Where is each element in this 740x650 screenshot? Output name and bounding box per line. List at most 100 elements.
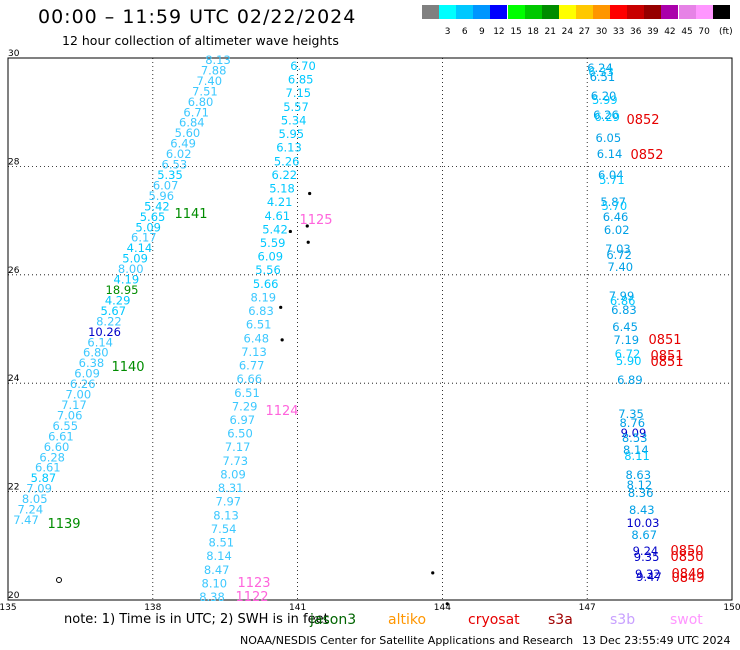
lon-tick-label: 144 — [434, 603, 451, 613]
swh-value-track-b: 8.47 — [204, 563, 230, 577]
swh-value-track-a: 7.40 — [196, 74, 222, 88]
swh-value-track-a: 8.22 — [96, 314, 122, 328]
swh-value-track-c: 6.02 — [604, 223, 630, 237]
time-label-track-c: 0849 — [671, 567, 704, 582]
swh-value-track-a: 7.51 — [192, 84, 218, 98]
scale-swatch — [439, 5, 457, 19]
scale-swatch — [610, 5, 628, 19]
swh-value-track-b: 4.61 — [265, 209, 291, 223]
swh-value-track-b: 7.17 — [225, 440, 251, 454]
scale-swatch — [456, 5, 474, 19]
swh-value-track-a: 18.95 — [106, 283, 139, 297]
lon-tick-label: 141 — [289, 603, 306, 613]
swh-value-track-c: 8.63 — [625, 468, 651, 482]
swh-value-track-c: 9.35 — [634, 550, 660, 564]
swh-value-track-b: 7.73 — [223, 454, 249, 468]
swh-value-track-c: 9.32 — [635, 567, 661, 581]
site-marker — [56, 577, 62, 583]
scale-label: 33 — [612, 27, 625, 37]
legend-item-s3a: s3a — [548, 612, 573, 628]
swh-value-track-b: 5.26 — [274, 154, 300, 168]
swh-value-track-c: 8.76 — [619, 416, 645, 430]
swh-value-track-a: 10.26 — [88, 325, 121, 339]
swh-value-track-c: 6.20 — [591, 89, 617, 103]
swh-value-track-c: 8.36 — [628, 486, 654, 500]
swh-value-track-c: 9.09 — [621, 426, 647, 440]
time-label-track-a: 1141 — [174, 207, 207, 222]
swh-value-track-c: 6.26 — [593, 108, 619, 122]
legend-item-altiko: altiko — [388, 612, 427, 628]
swh-value-track-b: 6.22 — [272, 168, 298, 182]
swh-value-track-c: 9.47 — [636, 570, 662, 584]
swh-value-track-a: 6.07 — [153, 178, 179, 192]
legend-item-jason3: jason3 — [310, 612, 357, 628]
swh-value-track-c: 8.67 — [631, 528, 657, 542]
swh-value-track-b: 4.21 — [267, 195, 293, 209]
scale-label: 70 — [698, 27, 710, 37]
swh-value-track-b: 8.13 — [213, 508, 239, 522]
swh-value-track-b: 6.51 — [246, 318, 272, 332]
swh-value-track-b: 5.34 — [281, 113, 307, 127]
time-label-track-c: 0852 — [630, 148, 663, 163]
scale-label: 24 — [561, 27, 574, 37]
swh-value-track-a: 6.80 — [188, 95, 214, 109]
swh-value-track-a: 6.71 — [183, 105, 209, 119]
scale-swatch — [422, 5, 440, 19]
timestamp-text: 13 Dec 23:55:49 UTC 2024 — [582, 634, 731, 647]
scale-label: 36 — [630, 27, 642, 37]
scale-swatch — [507, 5, 525, 19]
swh-value-track-b: 6.48 — [244, 331, 270, 345]
scale-label: 12 — [493, 27, 505, 37]
swh-value-track-c: 5.90 — [616, 354, 642, 368]
swh-value-track-a: 5.09 — [122, 252, 148, 266]
scale-swatch — [575, 5, 593, 19]
swh-value-track-a: 6.55 — [52, 419, 78, 433]
scale-swatch — [593, 5, 611, 19]
swh-value-track-c: 6.45 — [612, 320, 638, 334]
swh-value-track-b: 8.51 — [209, 536, 235, 550]
time-label-track-c: 0851 — [650, 349, 683, 364]
swh-value-track-c: 8.12 — [627, 478, 653, 492]
lon-tick-label: 150 — [723, 603, 740, 613]
scale-unit: (ft) — [719, 27, 733, 37]
swh-value-track-a: 6.49 — [170, 137, 196, 151]
legend-item-swot: swot — [670, 612, 703, 628]
swh-value-track-c: 8.53 — [622, 431, 648, 445]
swh-value-track-c: 10.03 — [627, 516, 660, 530]
time-label-track-c: 0851 — [648, 333, 681, 348]
swh-value-track-a: 4.19 — [114, 273, 140, 287]
footnote: note: 1) Time is in UTC; 2) SWH is in fe… — [64, 612, 329, 627]
swh-value-track-a: 7.88 — [201, 63, 227, 77]
swh-value-track-c: 7.35 — [618, 407, 644, 421]
swh-value-track-a: 6.26 — [70, 377, 96, 391]
swh-value-track-a: 7.09 — [26, 482, 52, 496]
scale-swatch — [524, 5, 542, 19]
swh-value-track-c: 6.46 — [603, 210, 629, 224]
swh-value-track-a: 6.53 — [162, 158, 188, 172]
swh-value-track-a: 6.80 — [83, 346, 109, 360]
time-label-track-b: 1123 — [237, 576, 270, 591]
swh-value-track-a: 7.00 — [66, 388, 92, 402]
swh-value-track-b: 6.70 — [290, 59, 316, 73]
swh-value-track-a: 5.96 — [148, 189, 174, 203]
swh-value-track-b: 8.14 — [206, 549, 232, 563]
scale-swatch — [644, 5, 662, 19]
swh-value-track-a: 8.13 — [205, 53, 231, 67]
swh-value-track-a: 5.42 — [144, 199, 170, 213]
credit-text: NOAA/NESDIS Center for Satellite Applica… — [240, 634, 574, 647]
time-label-track-c: 0850 — [670, 544, 703, 559]
legend-item-s3b: s3b — [610, 612, 636, 628]
scale-swatch — [678, 5, 696, 19]
lat-tick-label: 24 — [8, 374, 20, 384]
swh-value-track-b: 5.42 — [262, 222, 288, 236]
swh-value-track-b: 6.50 — [227, 427, 253, 441]
swh-value-track-a: 6.60 — [44, 440, 70, 454]
swh-value-track-a: 5.35 — [157, 168, 183, 182]
swh-value-track-c: 7.99 — [609, 289, 635, 303]
swh-value-track-b: 7.54 — [211, 522, 237, 536]
lat-tick-label: 30 — [8, 49, 20, 59]
scale-label: 6 — [461, 27, 468, 37]
scale-label: 3 — [444, 27, 451, 37]
time-label-track-b: 1125 — [299, 213, 332, 228]
